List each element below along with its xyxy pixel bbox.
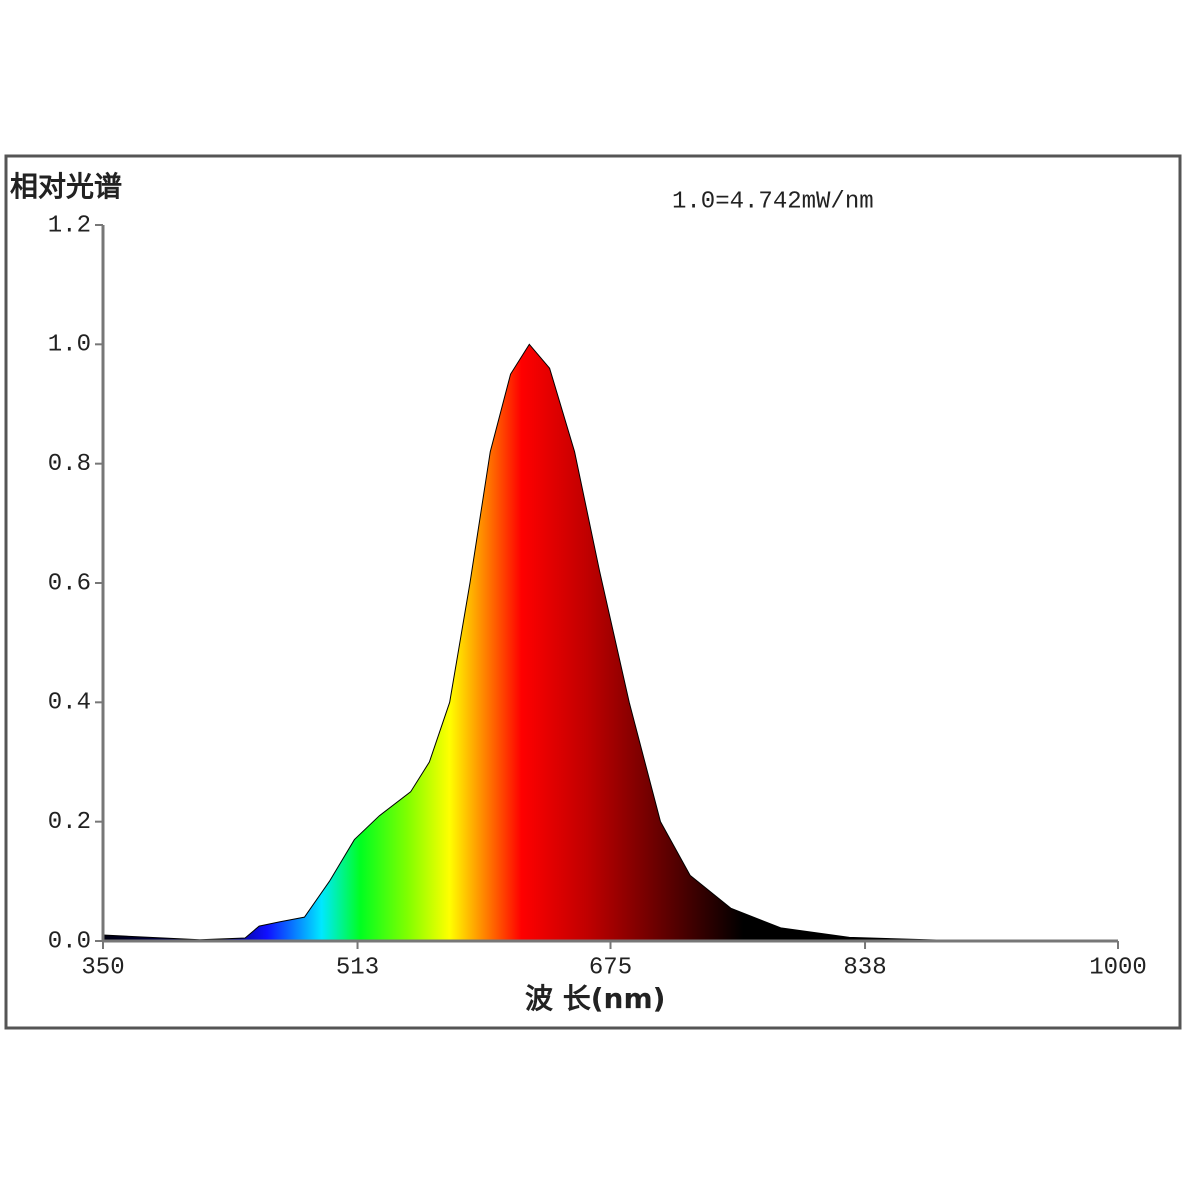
x-tick-label: 513 [336,954,379,981]
x-tick-label: 1000 [1089,954,1147,981]
annotation: 1.0=4.742mW/nm [672,188,874,215]
y-tick-label: 0.2 [48,809,91,836]
x-tick-label: 838 [843,954,886,981]
y-tick-label: 0.8 [48,451,91,478]
y-tick-label: 0.4 [48,690,91,717]
frame [4,154,1182,1030]
spectrum-area [102,343,1119,942]
x-tick-label: 350 [81,954,124,981]
x-axis-label: 波 长(nm) [525,982,665,1015]
y-tick-label: 1.2 [48,212,91,239]
x-tick-label: 675 [589,954,632,981]
y-axis-label: 相对光谱 [10,170,122,203]
y-tick-label: 0.6 [48,570,91,597]
y-tick-label: 1.0 [48,332,91,359]
y-tick-label: 0.0 [48,928,91,955]
